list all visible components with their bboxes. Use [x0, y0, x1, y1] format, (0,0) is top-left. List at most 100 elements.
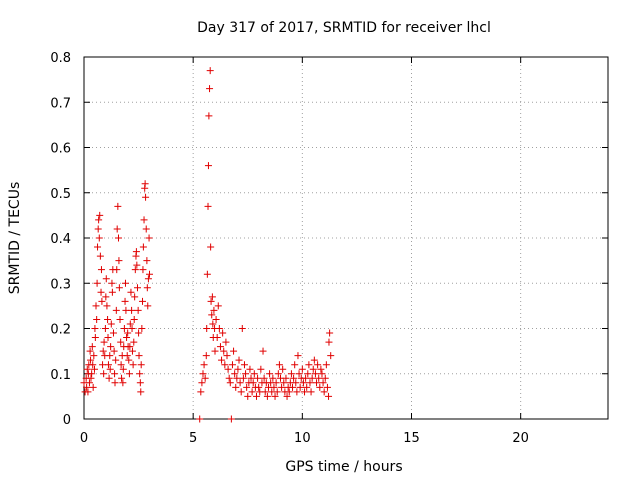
data-point [215, 325, 223, 332]
data-point [307, 388, 315, 396]
y-tick-label: 0.1 [50, 368, 71, 383]
data-point [109, 329, 117, 337]
data-point [320, 388, 328, 396]
data-point [144, 302, 152, 310]
data-point [249, 379, 257, 387]
data-point [197, 388, 205, 396]
data-point [137, 388, 145, 396]
data-point [318, 370, 326, 378]
data-point [198, 379, 206, 387]
axis-ticks: 0 5 10 15 20 0 0.1 0.2 0.3 0.4 0.5 0.6 0.7 0.8 [50, 51, 608, 446]
data-point [234, 365, 242, 373]
data-point [146, 270, 153, 278]
data-point [271, 392, 279, 400]
data-point [235, 356, 243, 364]
data-point [283, 392, 291, 400]
data-point [89, 361, 97, 369]
data-point [242, 370, 250, 378]
chart-title: Day 317 of 2017, SRMTID for receiver lhc… [197, 20, 491, 36]
data-point [112, 356, 120, 364]
data-point [114, 202, 122, 210]
data-point [221, 361, 229, 369]
data-point [239, 374, 247, 382]
data-point [90, 365, 98, 373]
data-point [203, 325, 211, 332]
y-tick-label: 0.4 [50, 232, 71, 247]
data-point [89, 383, 97, 391]
data-point [106, 352, 114, 360]
data-point [121, 279, 129, 287]
data-point [96, 252, 104, 260]
data-point [107, 343, 115, 351]
data-point [143, 257, 151, 265]
data-point [111, 370, 119, 378]
data-point [304, 370, 312, 378]
data-point [95, 234, 103, 242]
data-point [133, 261, 141, 269]
data-point [228, 361, 236, 369]
data-point [280, 379, 288, 387]
data-point [298, 365, 306, 373]
data-point [104, 315, 112, 323]
data-point [135, 329, 143, 337]
data-point [269, 374, 277, 382]
grid [84, 57, 608, 419]
data-point [106, 365, 114, 373]
y-tick-label: 0.7 [50, 96, 71, 111]
data-point [115, 257, 123, 265]
data-point [293, 388, 301, 396]
data-point [248, 388, 256, 396]
data-point [103, 302, 111, 310]
data-point [138, 325, 146, 332]
data-point [210, 306, 218, 314]
data-point [246, 365, 254, 373]
data-point [123, 352, 131, 360]
data-point [311, 370, 319, 378]
data-point [199, 370, 207, 378]
data-point [95, 216, 103, 224]
data-point [254, 374, 262, 382]
data-point [118, 374, 126, 382]
data-point [206, 85, 214, 93]
data-point [91, 325, 99, 332]
data-point [222, 338, 230, 346]
data-point [219, 329, 227, 337]
data-point [108, 288, 116, 296]
data-point [211, 347, 219, 355]
data-point [141, 180, 149, 188]
data-point [260, 374, 268, 382]
data-point [314, 361, 322, 369]
data-point [204, 162, 212, 170]
data-point [214, 302, 222, 310]
data-point [202, 352, 210, 360]
data-point [84, 388, 92, 396]
data-point [225, 374, 233, 382]
data-point [233, 374, 241, 382]
data-point [119, 379, 127, 387]
data-point [289, 383, 297, 391]
data-point [140, 216, 148, 224]
data-point [226, 379, 234, 387]
data-point [101, 325, 109, 332]
data-point [120, 325, 128, 332]
x-tick-label: 0 [80, 431, 88, 446]
data-point [110, 347, 118, 355]
data-point [272, 379, 280, 387]
data-point [323, 383, 331, 391]
data-point [128, 347, 136, 355]
data-point [287, 370, 295, 378]
data-point [208, 293, 216, 301]
data-point [205, 112, 213, 120]
data-point [145, 234, 153, 242]
data-point [125, 356, 133, 364]
data-point [130, 315, 138, 323]
data-point [255, 383, 263, 391]
data-point [257, 365, 265, 373]
data-point [104, 361, 112, 369]
data-point [133, 284, 141, 292]
data-point [317, 365, 325, 373]
data-point [113, 225, 121, 233]
data-point [94, 243, 102, 251]
data-point [294, 352, 302, 360]
data-point [87, 374, 95, 382]
